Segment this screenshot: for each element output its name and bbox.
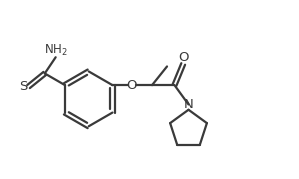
Text: S: S: [19, 80, 28, 93]
Text: NH$_2$: NH$_2$: [44, 43, 68, 58]
Text: O: O: [126, 79, 137, 92]
Text: N: N: [184, 98, 193, 111]
Text: O: O: [179, 51, 189, 64]
